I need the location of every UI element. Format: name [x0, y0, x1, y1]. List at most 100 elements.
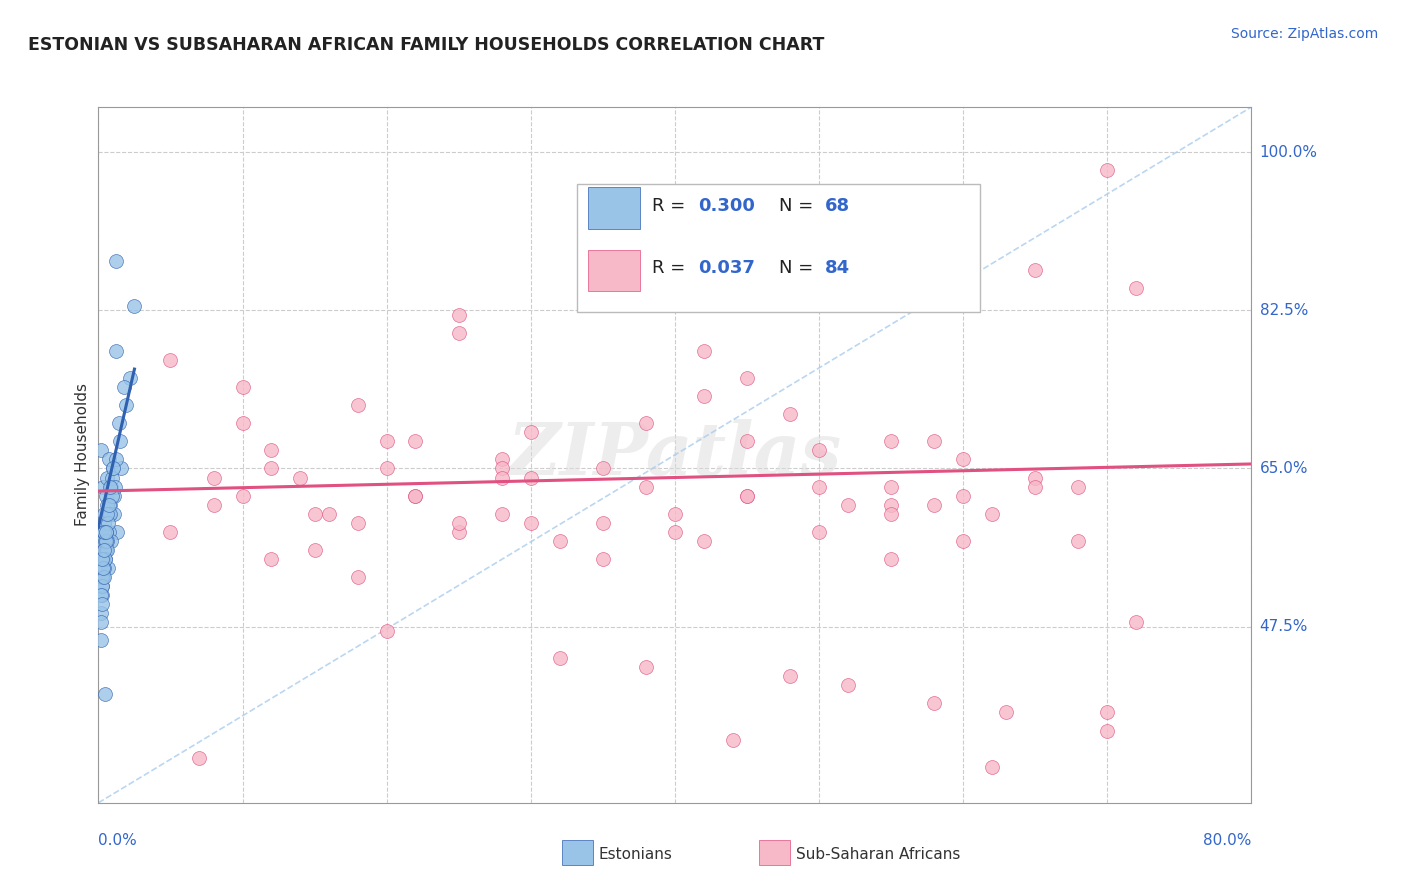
- Point: [807, 524, 830, 539]
- Point: [880, 434, 903, 449]
- Text: ZIPatlas: ZIPatlas: [508, 419, 842, 491]
- Point: [94, 533, 117, 548]
- Point: [120, 371, 142, 385]
- Point: [995, 706, 1018, 720]
- Point: [202, 470, 225, 484]
- Point: [735, 489, 758, 503]
- FancyBboxPatch shape: [588, 250, 640, 292]
- Point: [491, 461, 513, 475]
- Point: [93, 542, 115, 557]
- Text: 100.0%: 100.0%: [1260, 145, 1317, 160]
- Point: [94, 551, 117, 566]
- Point: [491, 452, 513, 467]
- Point: [94, 551, 117, 566]
- Point: [94, 524, 117, 539]
- Point: [104, 479, 127, 493]
- Point: [105, 524, 128, 539]
- Point: [90, 615, 112, 629]
- Point: [114, 398, 136, 412]
- Point: [405, 489, 427, 503]
- Point: [375, 434, 398, 449]
- Point: [405, 489, 427, 503]
- Point: [105, 452, 128, 467]
- Point: [1024, 470, 1046, 484]
- Point: [93, 516, 115, 530]
- Point: [100, 533, 122, 548]
- Point: [447, 516, 470, 530]
- Text: 0.0%: 0.0%: [98, 833, 138, 848]
- Point: [735, 489, 758, 503]
- Point: [100, 489, 122, 503]
- Text: Sub-Saharan Africans: Sub-Saharan Africans: [796, 847, 960, 862]
- Point: [636, 417, 658, 431]
- Point: [104, 253, 127, 268]
- Point: [520, 425, 543, 440]
- Point: [93, 570, 115, 584]
- Point: [924, 498, 946, 512]
- Point: [231, 380, 254, 394]
- Text: R =: R =: [652, 260, 690, 277]
- Point: [491, 470, 513, 484]
- Point: [981, 759, 1004, 773]
- FancyBboxPatch shape: [588, 187, 640, 229]
- Point: [124, 299, 146, 313]
- Point: [1097, 706, 1119, 720]
- Point: [548, 651, 571, 665]
- Point: [91, 479, 114, 493]
- Text: 84: 84: [825, 260, 849, 277]
- Point: [924, 434, 946, 449]
- Point: [93, 561, 115, 575]
- Point: [96, 470, 118, 484]
- Point: [90, 633, 112, 648]
- Point: [94, 524, 117, 539]
- Point: [105, 344, 128, 359]
- Point: [981, 507, 1004, 521]
- Point: [807, 443, 830, 458]
- Point: [837, 498, 859, 512]
- Point: [952, 533, 974, 548]
- Point: [924, 697, 946, 711]
- Point: [1097, 163, 1119, 178]
- Point: [1024, 262, 1046, 277]
- Point: [837, 678, 859, 692]
- Point: [103, 489, 125, 503]
- Point: [260, 551, 283, 566]
- Point: [693, 533, 716, 548]
- Point: [260, 443, 283, 458]
- Text: 80.0%: 80.0%: [1204, 833, 1251, 848]
- Point: [592, 551, 614, 566]
- Point: [779, 407, 801, 421]
- Point: [1125, 281, 1147, 295]
- Point: [97, 561, 120, 575]
- Point: [93, 533, 115, 548]
- Point: [1097, 723, 1119, 738]
- Point: [405, 434, 427, 449]
- Point: [318, 507, 340, 521]
- Text: 82.5%: 82.5%: [1260, 303, 1308, 318]
- Text: Estonians: Estonians: [599, 847, 673, 862]
- Point: [96, 542, 118, 557]
- Point: [98, 507, 121, 521]
- Point: [735, 371, 758, 385]
- Point: [375, 461, 398, 475]
- Point: [93, 524, 115, 539]
- Point: [96, 498, 118, 512]
- Point: [90, 588, 112, 602]
- Point: [103, 507, 125, 521]
- Point: [97, 498, 120, 512]
- Point: [290, 470, 312, 484]
- Point: [304, 507, 326, 521]
- Point: [520, 516, 543, 530]
- Point: [98, 479, 121, 493]
- Point: [108, 434, 131, 449]
- FancyBboxPatch shape: [576, 184, 980, 312]
- Point: [90, 551, 112, 566]
- Point: [735, 434, 758, 449]
- Point: [94, 542, 117, 557]
- Point: [880, 551, 903, 566]
- Point: [592, 516, 614, 530]
- Point: [96, 533, 118, 548]
- Point: [91, 570, 114, 584]
- Text: R =: R =: [652, 197, 690, 215]
- Point: [91, 551, 114, 566]
